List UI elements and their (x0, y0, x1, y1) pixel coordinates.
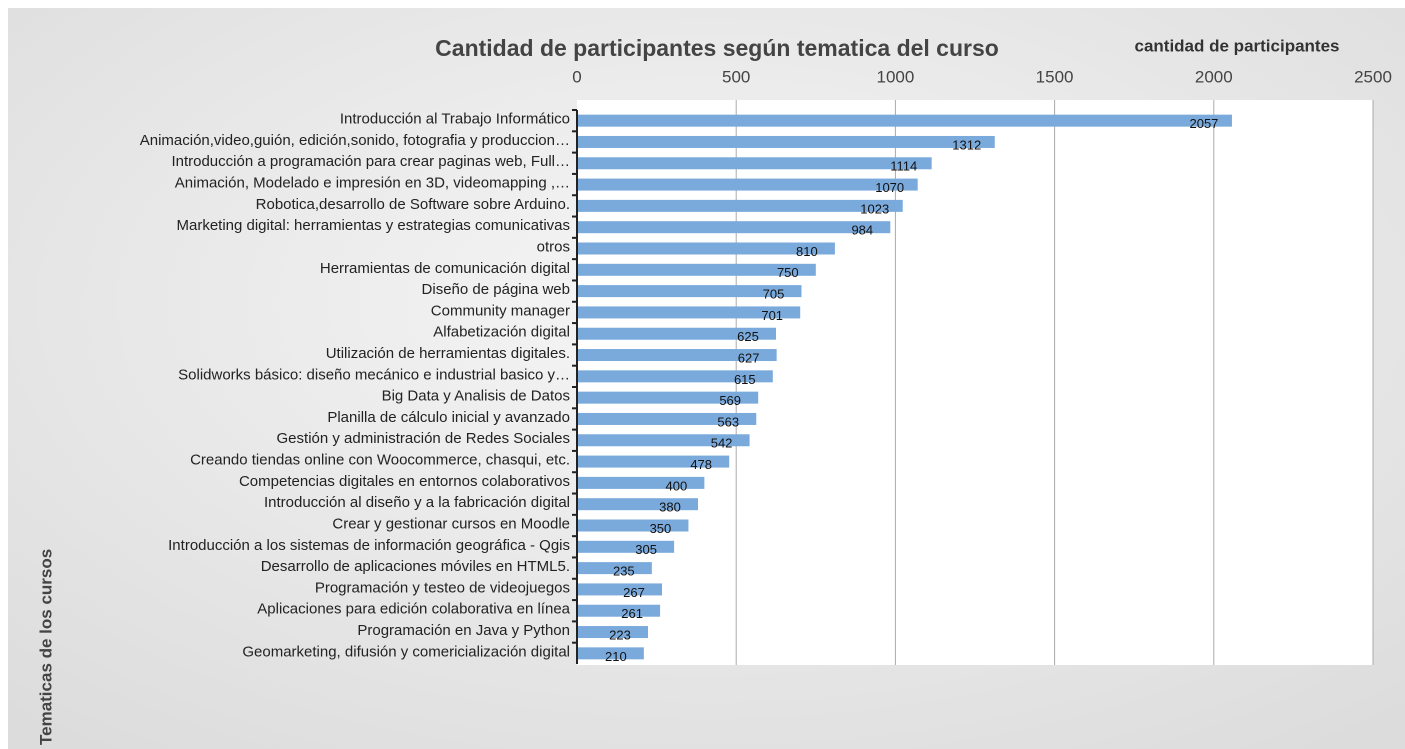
chart-title: Cantidad de participantes según tematica… (435, 35, 999, 61)
bar (577, 647, 644, 660)
bar (577, 221, 891, 234)
x-tick-label: 1000 (876, 67, 914, 86)
y-tick-label: Big Data y Analisis de Datos (382, 388, 570, 405)
bar (577, 370, 773, 383)
plot-area (577, 100, 1373, 665)
bar (577, 242, 835, 255)
bar (577, 285, 802, 298)
bar (577, 562, 652, 575)
bar (577, 540, 675, 553)
value-label: 615 (734, 372, 756, 387)
value-label: 478 (690, 457, 712, 472)
y-tick-label: Introducción a programación para crear p… (171, 153, 570, 170)
value-label: 210 (605, 649, 627, 664)
bar (577, 178, 918, 191)
x-tick-label: 0 (572, 67, 581, 86)
y-tick-label: Competencias digitales en entornos colab… (239, 473, 570, 490)
bar (577, 583, 663, 596)
value-label: 984 (851, 223, 873, 238)
value-label: 400 (666, 478, 688, 493)
value-label: 810 (796, 244, 818, 259)
value-label: 563 (717, 414, 739, 429)
y-tick-label: Planilla de cálculo inicial y avanzado (327, 409, 570, 426)
value-label: 1114 (890, 159, 917, 174)
value-label: 305 (635, 542, 657, 557)
bar (577, 306, 801, 319)
value-label: 2057 (1189, 116, 1218, 131)
y-axis-label: Tematicas de los cursos (36, 549, 55, 745)
y-tick-label: Alfabetización digital (433, 324, 570, 341)
y-tick-label: Diseño de página web (422, 281, 570, 298)
y-tick-label: Gestión y administración de Redes Social… (277, 430, 570, 447)
value-label: 350 (650, 521, 672, 536)
y-tick-label: Utilización de herramientas digitales. (326, 345, 570, 362)
bar (577, 604, 661, 617)
bar (577, 157, 932, 170)
bar (577, 519, 689, 532)
bar (577, 327, 776, 340)
y-tick-label: Introducción al diseño y a la fabricació… (264, 494, 570, 511)
value-label: 1023 (860, 201, 889, 216)
bar (577, 391, 759, 404)
value-label: 701 (761, 308, 783, 323)
y-tick-label: Geomarketing, difusión y comericializaci… (242, 643, 570, 660)
x-tick-label: 2500 (1354, 67, 1392, 86)
value-label: 750 (777, 265, 799, 280)
value-label: 569 (719, 393, 741, 408)
bar (577, 434, 750, 447)
y-tick-label: Desarrollo de aplicaciones móviles en HT… (261, 558, 570, 575)
value-label: 542 (711, 436, 733, 451)
bar (577, 135, 995, 148)
value-label: 625 (737, 329, 759, 344)
value-label: 223 (609, 627, 631, 642)
x-tick-label: 500 (722, 67, 750, 86)
y-tick-label: Aplicaciones para edición colaborativa e… (257, 601, 570, 618)
y-tick-label: Solidworks básico: diseño mecánico e ind… (178, 366, 570, 383)
bar (577, 455, 730, 468)
value-label: 627 (738, 350, 760, 365)
bar (577, 476, 705, 489)
x-axis-label: cantidad de participantes (1135, 36, 1340, 55)
y-tick-label: Introducción al Trabajo Informático (340, 111, 570, 128)
y-tick-label: Programación en Java y Python (357, 622, 570, 639)
x-tick-label: 2000 (1195, 67, 1233, 86)
value-label: 1312 (952, 137, 981, 152)
value-label: 1070 (875, 180, 904, 195)
y-tick-label: otros (537, 238, 570, 255)
bar (577, 349, 777, 362)
value-label: 380 (659, 500, 681, 515)
y-tick-label: Animación,video,guión, edición,sonido, f… (140, 132, 570, 149)
y-tick-label: Herramientas de comunicación digital (320, 260, 570, 277)
y-tick-label: Animación, Modelado e impresión en 3D, v… (175, 175, 570, 192)
bar (577, 412, 757, 425)
x-tick-label: 1500 (1036, 67, 1074, 86)
value-label: 261 (621, 606, 643, 621)
y-tick-label: Programación y testeo de videojuegos (315, 579, 570, 596)
y-tick-label: Creando tiendas online con Woocommerce, … (190, 452, 570, 469)
y-tick-label: Crear y gestionar cursos en Moodle (332, 515, 570, 532)
y-tick-label: Marketing digital: herramientas y estrat… (176, 217, 570, 234)
bar (577, 263, 816, 276)
value-label: 705 (763, 287, 785, 302)
y-tick-label: Robotica,desarrollo de Software sobre Ar… (256, 196, 570, 213)
y-tick-label: Community manager (431, 302, 570, 319)
value-label: 235 (613, 564, 635, 579)
value-label: 267 (623, 585, 645, 600)
bar (577, 498, 698, 511)
y-tick-label: Introducción a los sistemas de informaci… (168, 537, 570, 554)
bar (577, 114, 1232, 127)
bar (577, 199, 903, 212)
bar (577, 626, 649, 639)
